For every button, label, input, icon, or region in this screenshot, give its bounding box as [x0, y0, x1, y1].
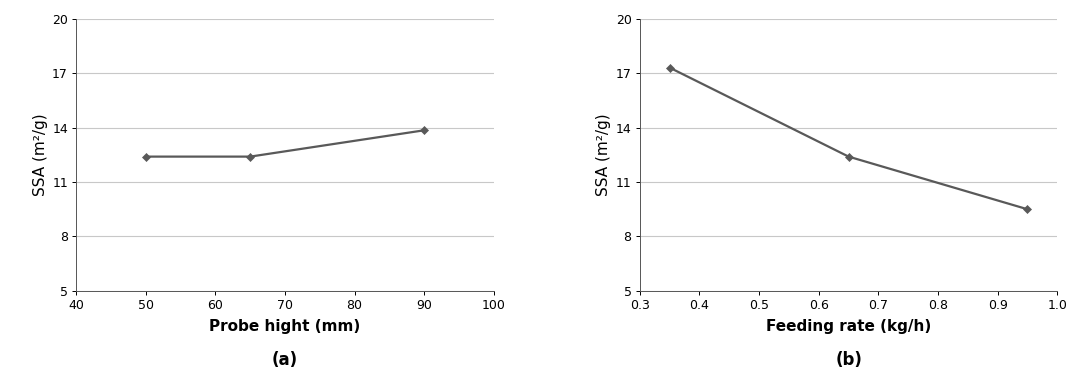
- Y-axis label: SSA (m²/g): SSA (m²/g): [33, 113, 48, 196]
- X-axis label: Feeding rate (kg/h): Feeding rate (kg/h): [766, 319, 931, 334]
- Text: (b): (b): [835, 351, 862, 369]
- Y-axis label: SSA (m²/g): SSA (m²/g): [596, 113, 611, 196]
- Text: (a): (a): [272, 351, 298, 369]
- X-axis label: Probe hight (mm): Probe hight (mm): [209, 319, 361, 334]
